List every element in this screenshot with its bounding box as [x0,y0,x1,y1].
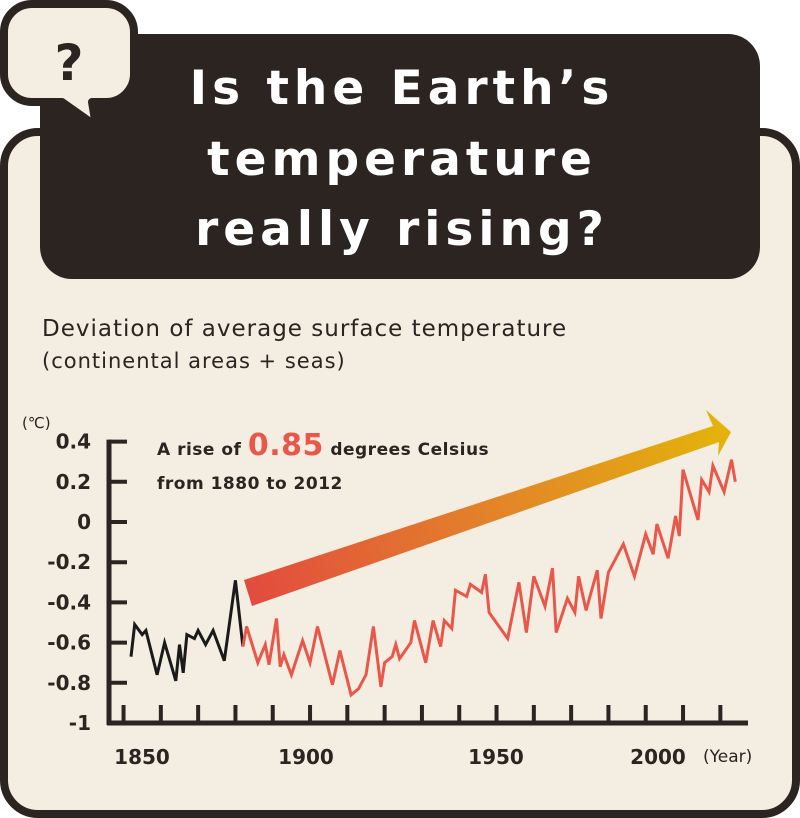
annotation-line-1: A rise of 0.85 degrees Celsius [157,428,489,463]
question-bubble-icon: ? [0,0,138,130]
x-axis-unit: (Year) [703,747,752,767]
y-tick-label: -0.2 [47,550,91,574]
annotation-suffix: degrees Celsius [330,440,489,460]
x-tick-label: 1950 [468,745,524,769]
x-tick-label: 2000 [630,745,686,769]
annotation-prefix: A rise of [157,440,242,460]
annotation-value: 0.85 [248,428,324,463]
series-group [129,459,737,698]
title-line-1: Is the Earth’s [190,61,615,116]
trend-arrow [244,410,731,606]
y-axis-unit: (℃) [22,414,51,432]
y-tick-label: 0 [77,510,91,534]
x-tick-label: 1850 [114,745,170,769]
title-line-2: temperature [207,132,597,187]
x-axis: 1850 1900 1950 2000 [107,705,748,769]
y-tick-label: -1 [69,711,91,735]
y-tick-label: 0.2 [56,470,91,494]
chart-subtitle-line-2: (continental areas + seas) [42,349,346,373]
chart-subtitle-line-1: Deviation of average surface temperature [42,316,567,342]
y-tick-label: -0.4 [47,590,91,614]
title-line-3: really rising? [195,202,609,257]
x-tick-label: 1900 [278,745,334,769]
series-line-1850-1880 [129,580,245,682]
title-box [40,34,760,279]
y-tick-label: 0.4 [56,430,91,454]
y-tick-label: -0.6 [47,631,91,655]
annotation-line-2: from 1880 to 2012 [157,474,343,494]
question-mark: ? [54,34,83,92]
series-line-1880-2012 [241,459,737,698]
y-tick-label: -0.8 [47,671,91,695]
